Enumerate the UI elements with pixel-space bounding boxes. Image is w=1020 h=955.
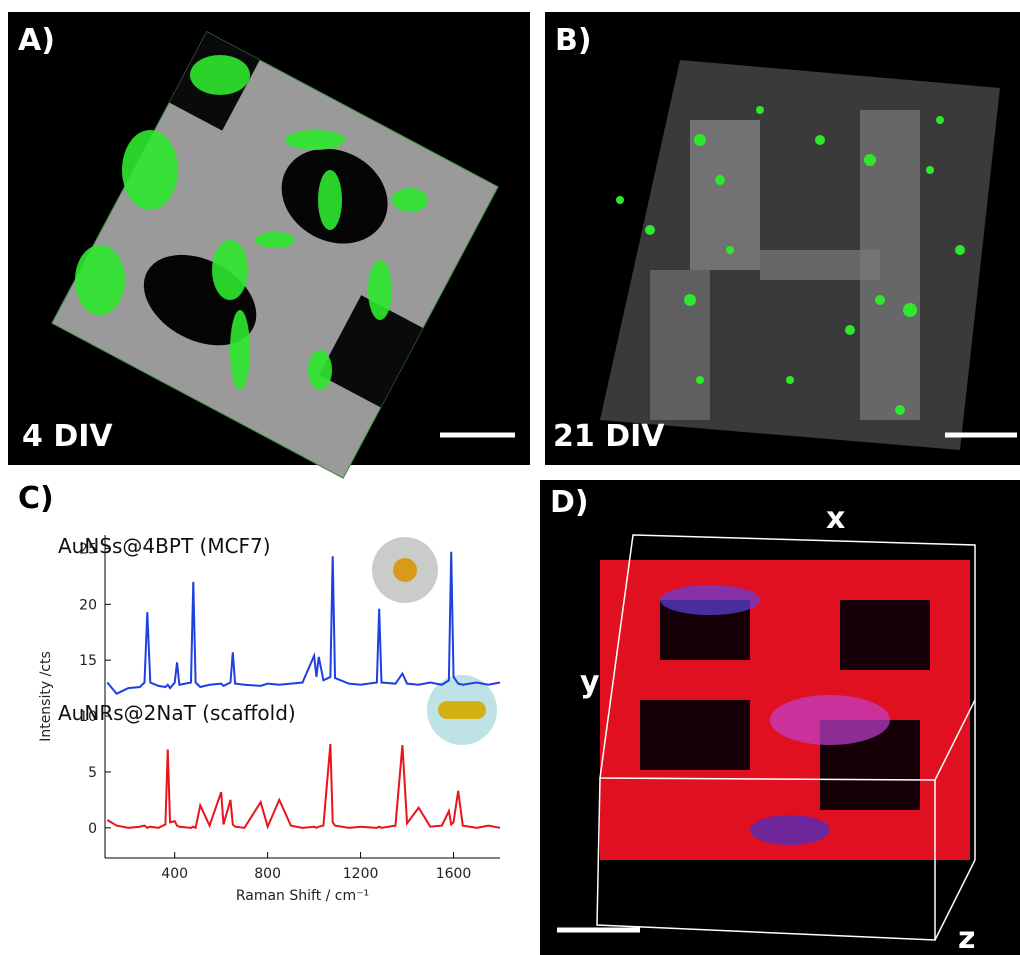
- figure: A) 4 DIV B) 21 DIV C): [0, 0, 1020, 955]
- axis-label: x: [826, 501, 845, 536]
- page: A) 4 DIV B) 21 DIV C): [0, 0, 1020, 955]
- x-axis-label: Raman Shift / cm⁻¹: [236, 888, 369, 904]
- axis-label: z: [958, 921, 975, 955]
- series-label: AuNSs@4BPT (MCF7): [58, 534, 271, 558]
- y-tick-label: 15: [79, 653, 97, 669]
- panel-caption: 4 DIV: [22, 419, 113, 454]
- axis-label: y: [580, 665, 600, 700]
- series-line: [107, 744, 500, 828]
- y-tick-label: 0: [88, 821, 97, 837]
- x-tick-label: 1600: [436, 866, 472, 882]
- micrograph-d: [540, 480, 1020, 955]
- panel-label: D): [550, 485, 589, 520]
- y-axis-label: Intensity /cts: [38, 651, 54, 742]
- panel-label: C): [18, 481, 54, 516]
- series-label: AuNRs@2NaT (scaffold): [58, 701, 296, 725]
- y-tick-label: 5: [88, 765, 97, 781]
- y-tick-label: 20: [79, 597, 97, 613]
- panel-label: B): [555, 23, 592, 58]
- x-tick-label: 400: [161, 866, 188, 882]
- micrograph-a: [8, 12, 530, 478]
- panel-caption: 21 DIV: [553, 419, 665, 454]
- micrograph-b: [545, 12, 1020, 465]
- panel-label: A): [18, 23, 55, 58]
- series-line: [107, 552, 500, 694]
- x-tick-label: 1200: [343, 866, 379, 882]
- particle-icon: [372, 537, 497, 745]
- x-tick-label: 800: [254, 866, 281, 882]
